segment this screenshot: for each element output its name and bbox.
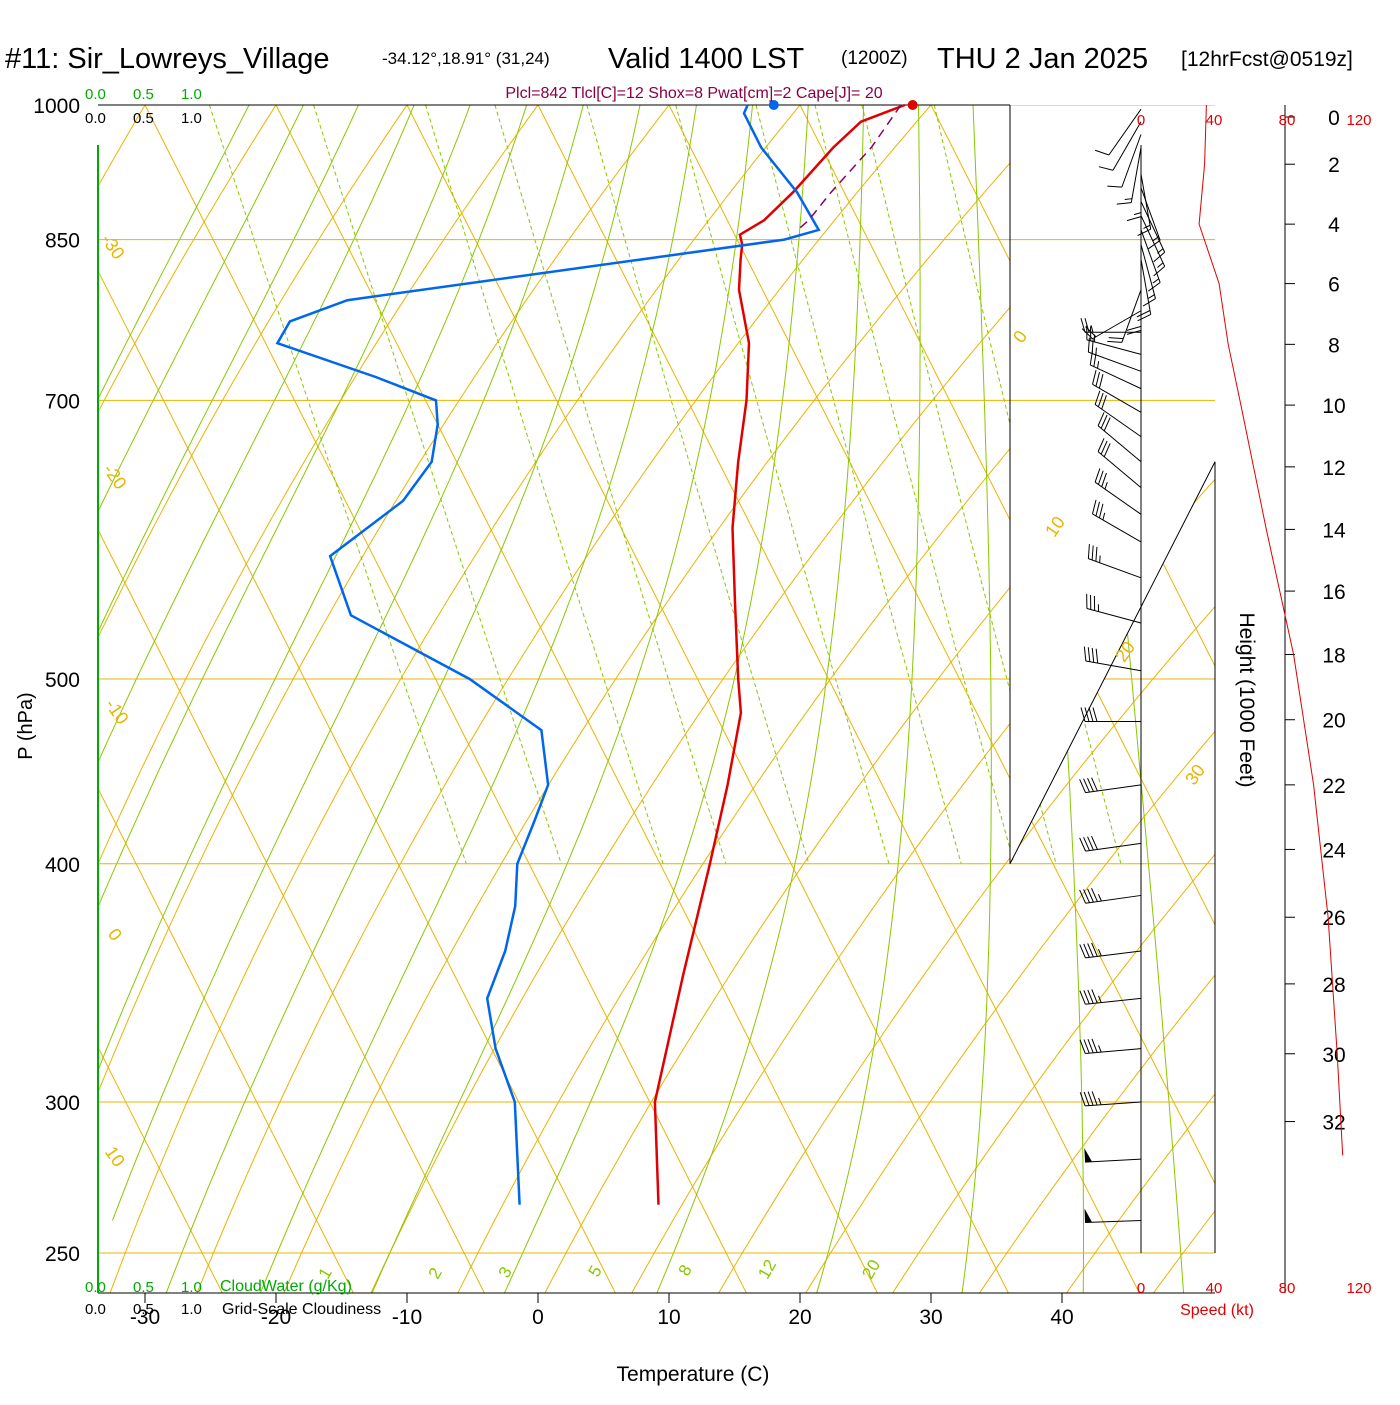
- x-tick-label: 20: [788, 1306, 811, 1329]
- y-tick-label: 500: [45, 669, 80, 692]
- speed-tick-top-40: 40: [1206, 112, 1223, 129]
- forecast-info: [12hrFcst@0519z]: [1181, 48, 1353, 71]
- x-tick-label: 0: [532, 1306, 544, 1329]
- height-tick-label: 24: [1322, 839, 1346, 862]
- speed-tick-bottom-40: 40: [1206, 1280, 1223, 1297]
- speed-tick-bottom-0: 0: [1137, 1280, 1145, 1297]
- x-tick-label: 30: [919, 1306, 942, 1329]
- cloudwater-scale-bottom-1: 0.5: [133, 1279, 154, 1296]
- y-tick-label: 1000: [33, 95, 80, 118]
- x-axis-title: Temperature (C): [617, 1363, 770, 1386]
- height-tick-label: 20: [1322, 710, 1345, 733]
- height-tick-label: 16: [1322, 581, 1345, 604]
- cloudiness-scale-top-2: 1.0: [181, 110, 202, 127]
- speed-tick-top-80: 80: [1279, 112, 1296, 129]
- station-coords: -34.12°,18.91° (31,24): [382, 49, 550, 68]
- speed-tick-top-120: 120: [1346, 112, 1371, 129]
- height-tick-label: 10: [1322, 395, 1345, 418]
- valid-date: THU 2 Jan 2025: [937, 43, 1148, 75]
- x-tick-label: -10: [392, 1306, 422, 1329]
- y-tick-label: 300: [45, 1092, 80, 1115]
- y-axis-title: P (hPa): [15, 692, 37, 759]
- cloudiness-scale-bottom-2: 1.0: [181, 1301, 202, 1318]
- valid-zulu: (1200Z): [841, 48, 908, 69]
- height-tick-label: 30: [1322, 1044, 1345, 1067]
- height-tick-label: 18: [1322, 645, 1345, 668]
- height-tick-label: 14: [1322, 519, 1346, 542]
- cloudiness-scale-bottom-1: 0.5: [133, 1301, 154, 1318]
- speed-axis-label: Speed (kt): [1180, 1302, 1254, 1319]
- y-tick-label: 400: [45, 854, 80, 877]
- height-tick-label: 4: [1328, 214, 1340, 237]
- cloudwater-label: CloudWater (g/Kg): [220, 1278, 352, 1295]
- height-tick-label: 28: [1322, 974, 1345, 997]
- cloudiness-scale-top-1: 0.5: [133, 110, 154, 127]
- height-tick-label: 0: [1328, 107, 1340, 130]
- height-tick-label: 22: [1322, 775, 1345, 798]
- cloudiness-label: Grid-Scale Cloudiness: [222, 1301, 381, 1318]
- height-tick-label: 8: [1328, 334, 1340, 357]
- cloudwater-scale-bottom-0: 0.0: [85, 1279, 106, 1296]
- height-tick-label: 32: [1322, 1112, 1345, 1135]
- valid-time: Valid 1400 LST: [608, 43, 804, 75]
- height-tick-label: 26: [1322, 907, 1345, 930]
- speed-tick-bottom-80: 80: [1279, 1280, 1296, 1297]
- height-tick-label: 2: [1328, 154, 1340, 177]
- y-tick-label: 850: [45, 230, 80, 253]
- speed-tick-bottom-120: 120: [1346, 1280, 1371, 1297]
- y-tick-label: 700: [45, 390, 80, 413]
- y-tick-label: 250: [45, 1243, 80, 1266]
- cloudiness-scale-bottom-0: 0.0: [85, 1301, 106, 1318]
- cloudiness-scale-top-0: 0.0: [85, 110, 106, 127]
- cloudwater-scale-top-2: 1.0: [181, 86, 202, 103]
- cloudwater-scale-top-1: 0.5: [133, 86, 154, 103]
- cloudwater-scale-bottom-2: 1.0: [181, 1279, 202, 1296]
- x-tick-label: 40: [1050, 1306, 1073, 1329]
- cloudwater-scale-top-0: 0.0: [85, 86, 106, 103]
- height-axis-title: Height (1000 Feet): [1235, 612, 1258, 787]
- surface-temperature-marker: [908, 100, 918, 110]
- height-tick-label: 6: [1328, 274, 1340, 297]
- station-title: #11: Sir_Lowreys_Village: [5, 43, 330, 75]
- x-tick-label: 10: [657, 1306, 680, 1329]
- parcel-info: Plcl=842 Tlcl[C]=12 Shox=8 Pwat[cm]=2 Ca…: [505, 85, 882, 102]
- height-tick-label: 12: [1322, 457, 1345, 480]
- speed-tick-top-0: 0: [1137, 112, 1145, 129]
